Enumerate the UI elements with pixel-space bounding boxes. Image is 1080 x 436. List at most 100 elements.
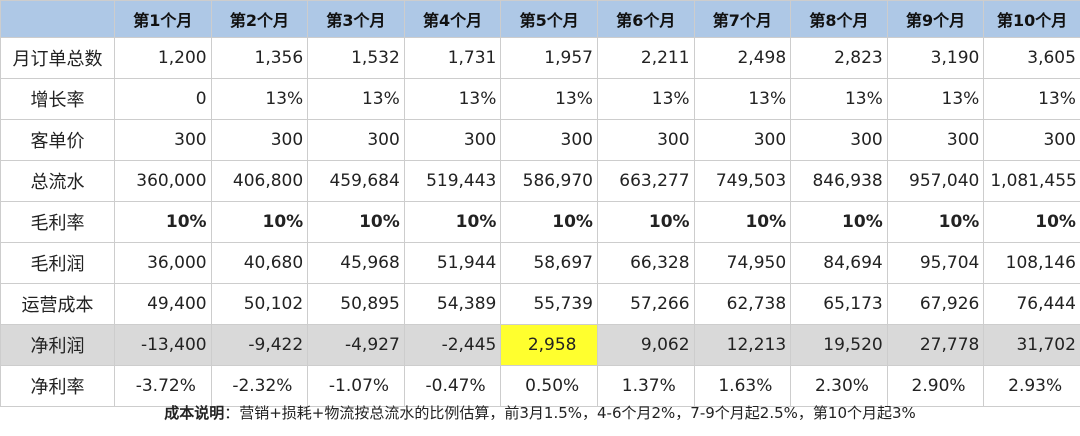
row-label: 净利率 — [0, 365, 115, 407]
table-cell: 663,277 — [596, 160, 695, 202]
table-cell: 10% — [983, 201, 1080, 243]
row-label: 客单价 — [0, 119, 115, 161]
month-header: 第6个月 — [596, 0, 695, 38]
table-cell: 12,213 — [693, 324, 792, 366]
table-cell: 300 — [790, 119, 888, 161]
table-cell: 406,800 — [210, 160, 309, 202]
table-cell: 300 — [114, 119, 212, 161]
row-gross-profit: 毛利润 36,000 40,680 45,968 51,944 58,697 6… — [0, 242, 1080, 284]
table-cell: 300 — [693, 119, 792, 161]
table-cell: 300 — [210, 119, 309, 161]
table-cell: 57,266 — [596, 283, 695, 325]
table-cell: 27,778 — [886, 324, 985, 366]
table-cell: 1,532 — [307, 37, 405, 79]
row-label: 净利润 — [0, 324, 115, 366]
row-label: 运营成本 — [0, 283, 115, 325]
table-cell: 13% — [403, 78, 502, 120]
corner-cell — [0, 0, 115, 38]
month-header: 第7个月 — [693, 0, 792, 38]
table-cell: 300 — [307, 119, 405, 161]
table-cell: 67,926 — [886, 283, 985, 325]
table-cell: 13% — [210, 78, 309, 120]
table-cell: 10% — [886, 201, 985, 243]
table-cell: 3,605 — [983, 37, 1080, 79]
financial-projection-table: 第1个月 第2个月 第3个月 第4个月 第5个月 第6个月 第7个月 第8个月 … — [0, 0, 1080, 407]
table-cell: 108,146 — [983, 242, 1080, 284]
table-cell: 9,062 — [596, 324, 695, 366]
table-cell: 13% — [886, 78, 985, 120]
table-cell: 519,443 — [403, 160, 502, 202]
table-cell: 10% — [693, 201, 792, 243]
table-cell: 19,520 — [790, 324, 888, 366]
table-cell: 0 — [114, 78, 212, 120]
table-cell: 1,957 — [500, 37, 598, 79]
table-cell: 10% — [790, 201, 888, 243]
table-cell: -13,400 — [114, 324, 212, 366]
table-cell: 65,173 — [790, 283, 888, 325]
table-cell: 1.63% — [693, 365, 792, 407]
table-cell: -1.07% — [307, 365, 405, 407]
table-cell: 13% — [983, 78, 1080, 120]
header-row: 第1个月 第2个月 第3个月 第4个月 第5个月 第6个月 第7个月 第8个月 … — [0, 0, 1080, 38]
table-cell: 55,739 — [500, 283, 598, 325]
table-cell: 300 — [500, 119, 598, 161]
table-cell: -4,927 — [307, 324, 405, 366]
table-cell: 1,081,455 — [983, 160, 1080, 202]
month-header: 第10个月 — [983, 0, 1080, 38]
table-cell: 76,444 — [983, 283, 1080, 325]
table-cell: -2.32% — [210, 365, 309, 407]
table-cell: 51,944 — [403, 242, 502, 284]
table-cell: 2.90% — [886, 365, 985, 407]
row-total-revenue: 总流水 360,000 406,800 459,684 519,443 586,… — [0, 160, 1080, 202]
table-cell: -2,445 — [403, 324, 502, 366]
table-cell: 10% — [307, 201, 405, 243]
table-cell: -3.72% — [114, 365, 212, 407]
row-net-profit: 净利润 -13,400 -9,422 -4,927 -2,445 2,958 9… — [0, 324, 1080, 366]
table-cell: 2,823 — [790, 37, 888, 79]
row-unit-price: 客单价 300 300 300 300 300 300 300 300 300 … — [0, 119, 1080, 161]
table-cell: 50,895 — [307, 283, 405, 325]
month-header: 第2个月 — [210, 0, 309, 38]
table-cell: 0.50% — [500, 365, 598, 407]
row-label: 毛利率 — [0, 201, 115, 243]
month-header: 第8个月 — [790, 0, 888, 38]
row-monthly-orders: 月订单总数 1,200 1,356 1,532 1,731 1,957 2,21… — [0, 37, 1080, 79]
table-cell: 66,328 — [596, 242, 695, 284]
table-cell: 36,000 — [114, 242, 212, 284]
table-cell: 10% — [500, 201, 598, 243]
table-cell: -9,422 — [210, 324, 309, 366]
row-label: 毛利润 — [0, 242, 115, 284]
month-header: 第9个月 — [886, 0, 985, 38]
month-header: 第4个月 — [403, 0, 502, 38]
row-label: 月订单总数 — [0, 37, 115, 79]
table-cell: 13% — [307, 78, 405, 120]
table-cell: 45,968 — [307, 242, 405, 284]
table-cell: 3,190 — [886, 37, 985, 79]
table-cell: 2.93% — [983, 365, 1080, 407]
table-cell: 54,389 — [403, 283, 502, 325]
table-cell: 31,702 — [983, 324, 1080, 366]
row-operating-cost: 运营成本 49,400 50,102 50,895 54,389 55,739 … — [0, 283, 1080, 325]
table-cell: 300 — [596, 119, 695, 161]
table-cell: 2.30% — [790, 365, 888, 407]
table-cell: 300 — [403, 119, 502, 161]
table-cell: 1.37% — [596, 365, 695, 407]
table-cell: 49,400 — [114, 283, 212, 325]
cost-note-text: ：营销+损耗+物流按总流水的比例估算，前3月1.5%，4-6个月2%，7-9个月… — [224, 404, 916, 422]
table-cell: 2,498 — [693, 37, 792, 79]
table-cell: 957,040 — [886, 160, 985, 202]
table-cell: 2,211 — [596, 37, 695, 79]
cost-note: 成本说明：营销+损耗+物流按总流水的比例估算，前3月1.5%，4-6个月2%，7… — [0, 402, 1080, 423]
table-cell: 846,938 — [790, 160, 888, 202]
table-cell: 40,680 — [210, 242, 309, 284]
table-cell: 586,970 — [500, 160, 598, 202]
table-cell: 13% — [790, 78, 888, 120]
table-cell: 360,000 — [114, 160, 212, 202]
month-header: 第3个月 — [307, 0, 405, 38]
table-cell: 95,704 — [886, 242, 985, 284]
table-cell: 13% — [500, 78, 598, 120]
row-label: 增长率 — [0, 78, 115, 120]
table-cell: 13% — [693, 78, 792, 120]
table-cell: 84,694 — [790, 242, 888, 284]
table-cell: 1,356 — [210, 37, 309, 79]
